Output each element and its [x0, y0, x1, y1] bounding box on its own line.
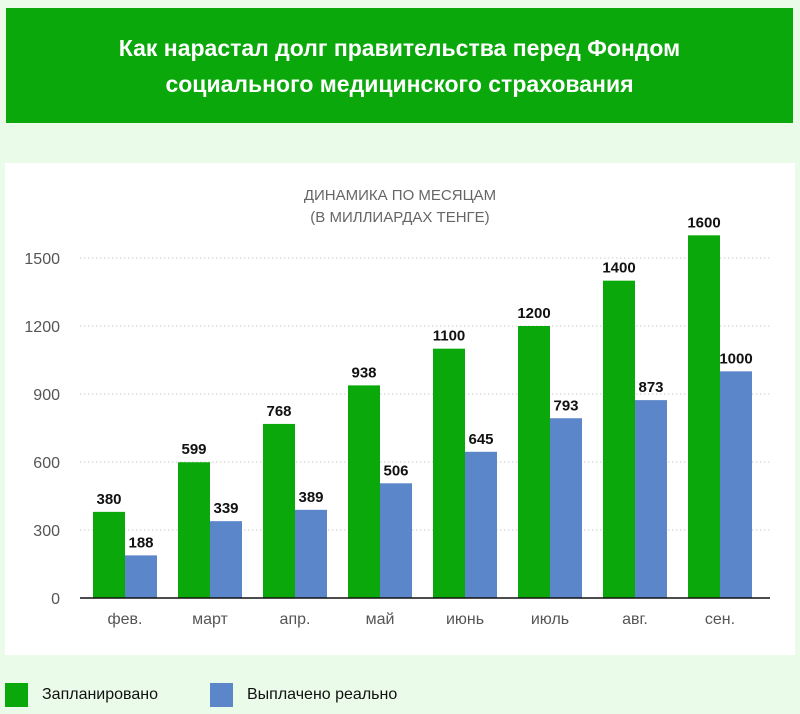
bar-planned: [263, 423, 295, 598]
legend-swatch-planned: [5, 683, 28, 707]
data-label: 793: [553, 397, 578, 414]
x-tick-label: апр.: [280, 611, 311, 628]
data-label: 1000: [719, 350, 752, 367]
legend-item-paid: Выплачено реально: [210, 683, 397, 707]
bar-paid: [380, 483, 412, 598]
bar-paid: [550, 418, 582, 598]
page-title: Как нарастал долг правительства перед Фо…: [118, 34, 681, 97]
y-tick-label: 300: [33, 523, 60, 540]
data-label: 389: [298, 489, 323, 506]
x-tick-label: фев.: [107, 611, 142, 628]
bar-planned: [433, 348, 465, 598]
data-label: 768: [266, 403, 291, 420]
x-tick-label: июль: [531, 611, 569, 628]
x-tick-label: авг.: [622, 611, 648, 628]
chart-title: ДИНАМИКА ПО МЕСЯЦАМ: [304, 187, 496, 204]
data-label: 339: [213, 500, 238, 517]
bar-planned: [603, 280, 635, 598]
title-banner: Как нарастал долг правительства перед Фо…: [6, 8, 793, 123]
data-label: 380: [96, 491, 121, 508]
y-tick-label: 0: [51, 591, 60, 608]
data-label: 938: [351, 364, 376, 381]
bar-planned: [518, 326, 550, 598]
data-label: 506: [383, 462, 408, 479]
data-label: 1600: [687, 214, 720, 231]
bar-planned: [93, 511, 125, 598]
bar-planned: [178, 462, 210, 598]
y-tick-label: 900: [33, 387, 60, 404]
y-tick-label: 600: [33, 455, 60, 472]
y-tick-label: 1500: [24, 251, 60, 268]
data-label: 645: [468, 431, 493, 448]
legend-label-paid: Выплачено реально: [247, 686, 398, 703]
bar-paid: [295, 509, 327, 598]
legend-item-planned: Запланировано: [5, 683, 158, 707]
bar-planned: [348, 385, 380, 598]
bar-paid: [635, 400, 667, 598]
data-label: 1200: [517, 305, 550, 322]
y-tick-label: 1200: [24, 319, 60, 336]
chart-subtitle: (В МИЛЛИАРДАХ ТЕНГЕ): [310, 209, 489, 226]
data-label: 188: [128, 534, 153, 551]
data-label: 873: [638, 379, 663, 396]
legend-label-planned: Запланировано: [42, 686, 158, 703]
bar-paid: [720, 371, 752, 598]
data-label: 1400: [602, 260, 635, 277]
bar-paid: [465, 451, 497, 598]
x-tick-label: март: [192, 611, 228, 628]
x-tick-label: сен.: [705, 611, 735, 628]
bar-paid: [125, 555, 157, 598]
bar-planned: [688, 235, 720, 599]
legend-swatch-paid: [210, 683, 233, 707]
bar-paid: [210, 521, 242, 598]
x-tick-label: май: [366, 611, 395, 628]
data-label: 599: [181, 441, 206, 458]
x-tick-label: июнь: [446, 611, 484, 628]
data-label: 1100: [433, 328, 466, 345]
